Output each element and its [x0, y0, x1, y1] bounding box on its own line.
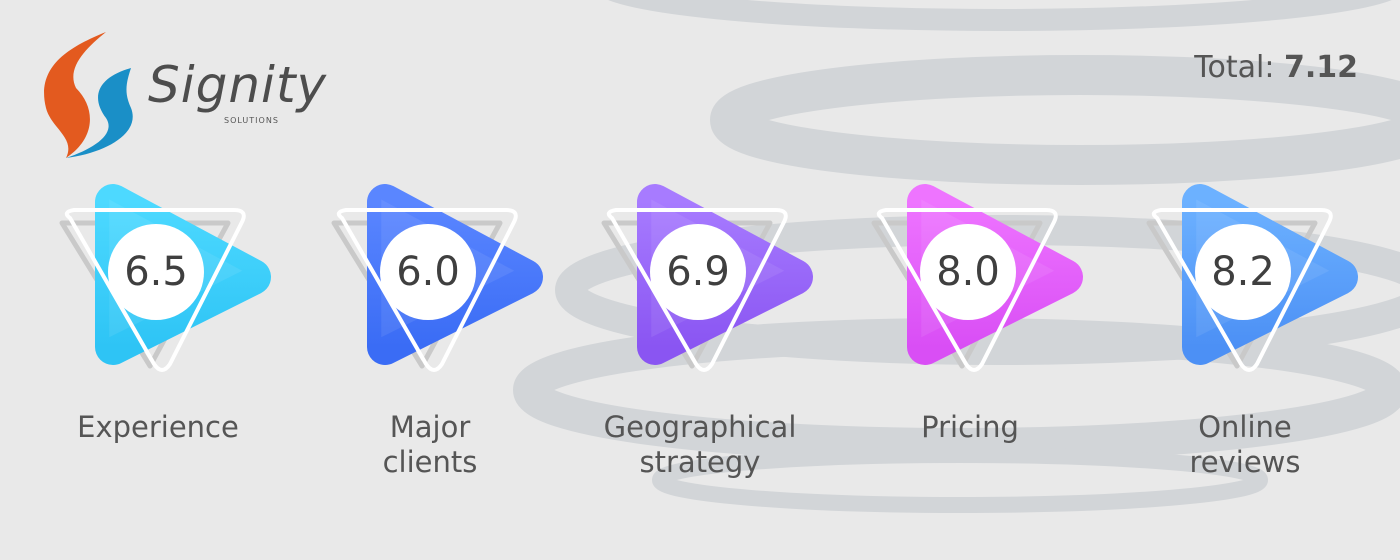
- label-line: Major: [389, 410, 471, 444]
- label-line: clients: [382, 445, 478, 479]
- total-value: 7.12: [1283, 50, 1358, 85]
- score-card: 6.0 Major clients: [280, 160, 580, 490]
- card-graphic: [871, 184, 1083, 372]
- score-label: Pricing: [820, 410, 1120, 445]
- card-graphic: [59, 184, 271, 372]
- card-graphic: [331, 184, 543, 372]
- score-label: Geographical strategy: [550, 410, 850, 480]
- score-label: Experience: [8, 410, 308, 445]
- score-label: Major clients: [280, 410, 580, 480]
- label-line: Online: [1198, 410, 1292, 444]
- score-value: 8.2: [1211, 249, 1275, 295]
- score-value: 6.5: [124, 249, 188, 295]
- label-line: Pricing: [921, 410, 1019, 444]
- score-value: 8.0: [936, 249, 1000, 295]
- score-card: 6.5 Experience: [8, 160, 308, 490]
- total-label: Total:: [1194, 50, 1275, 85]
- label-line: Experience: [77, 410, 239, 444]
- label-line: strategy: [639, 445, 761, 479]
- card-graphic: [1146, 184, 1358, 372]
- logo-tagline: SOLUTIONS: [224, 116, 279, 125]
- logo-mark: [44, 32, 133, 158]
- logo: Signity SOLUTIONS: [36, 28, 356, 168]
- score-card: 8.2 Online reviews: [1095, 160, 1395, 490]
- score-card: 8.0 Pricing: [820, 160, 1120, 490]
- score-value: 6.0: [396, 249, 460, 295]
- score-value: 6.9: [666, 249, 730, 295]
- score-label: Online reviews: [1095, 410, 1395, 480]
- card-graphic: [601, 184, 813, 372]
- total: Total: 7.12: [1194, 50, 1358, 85]
- label-line: reviews: [1189, 445, 1301, 479]
- logo-name: Signity: [148, 56, 328, 114]
- score-card: 6.9 Geographical strategy: [550, 160, 850, 490]
- label-line: Geographical: [603, 410, 797, 444]
